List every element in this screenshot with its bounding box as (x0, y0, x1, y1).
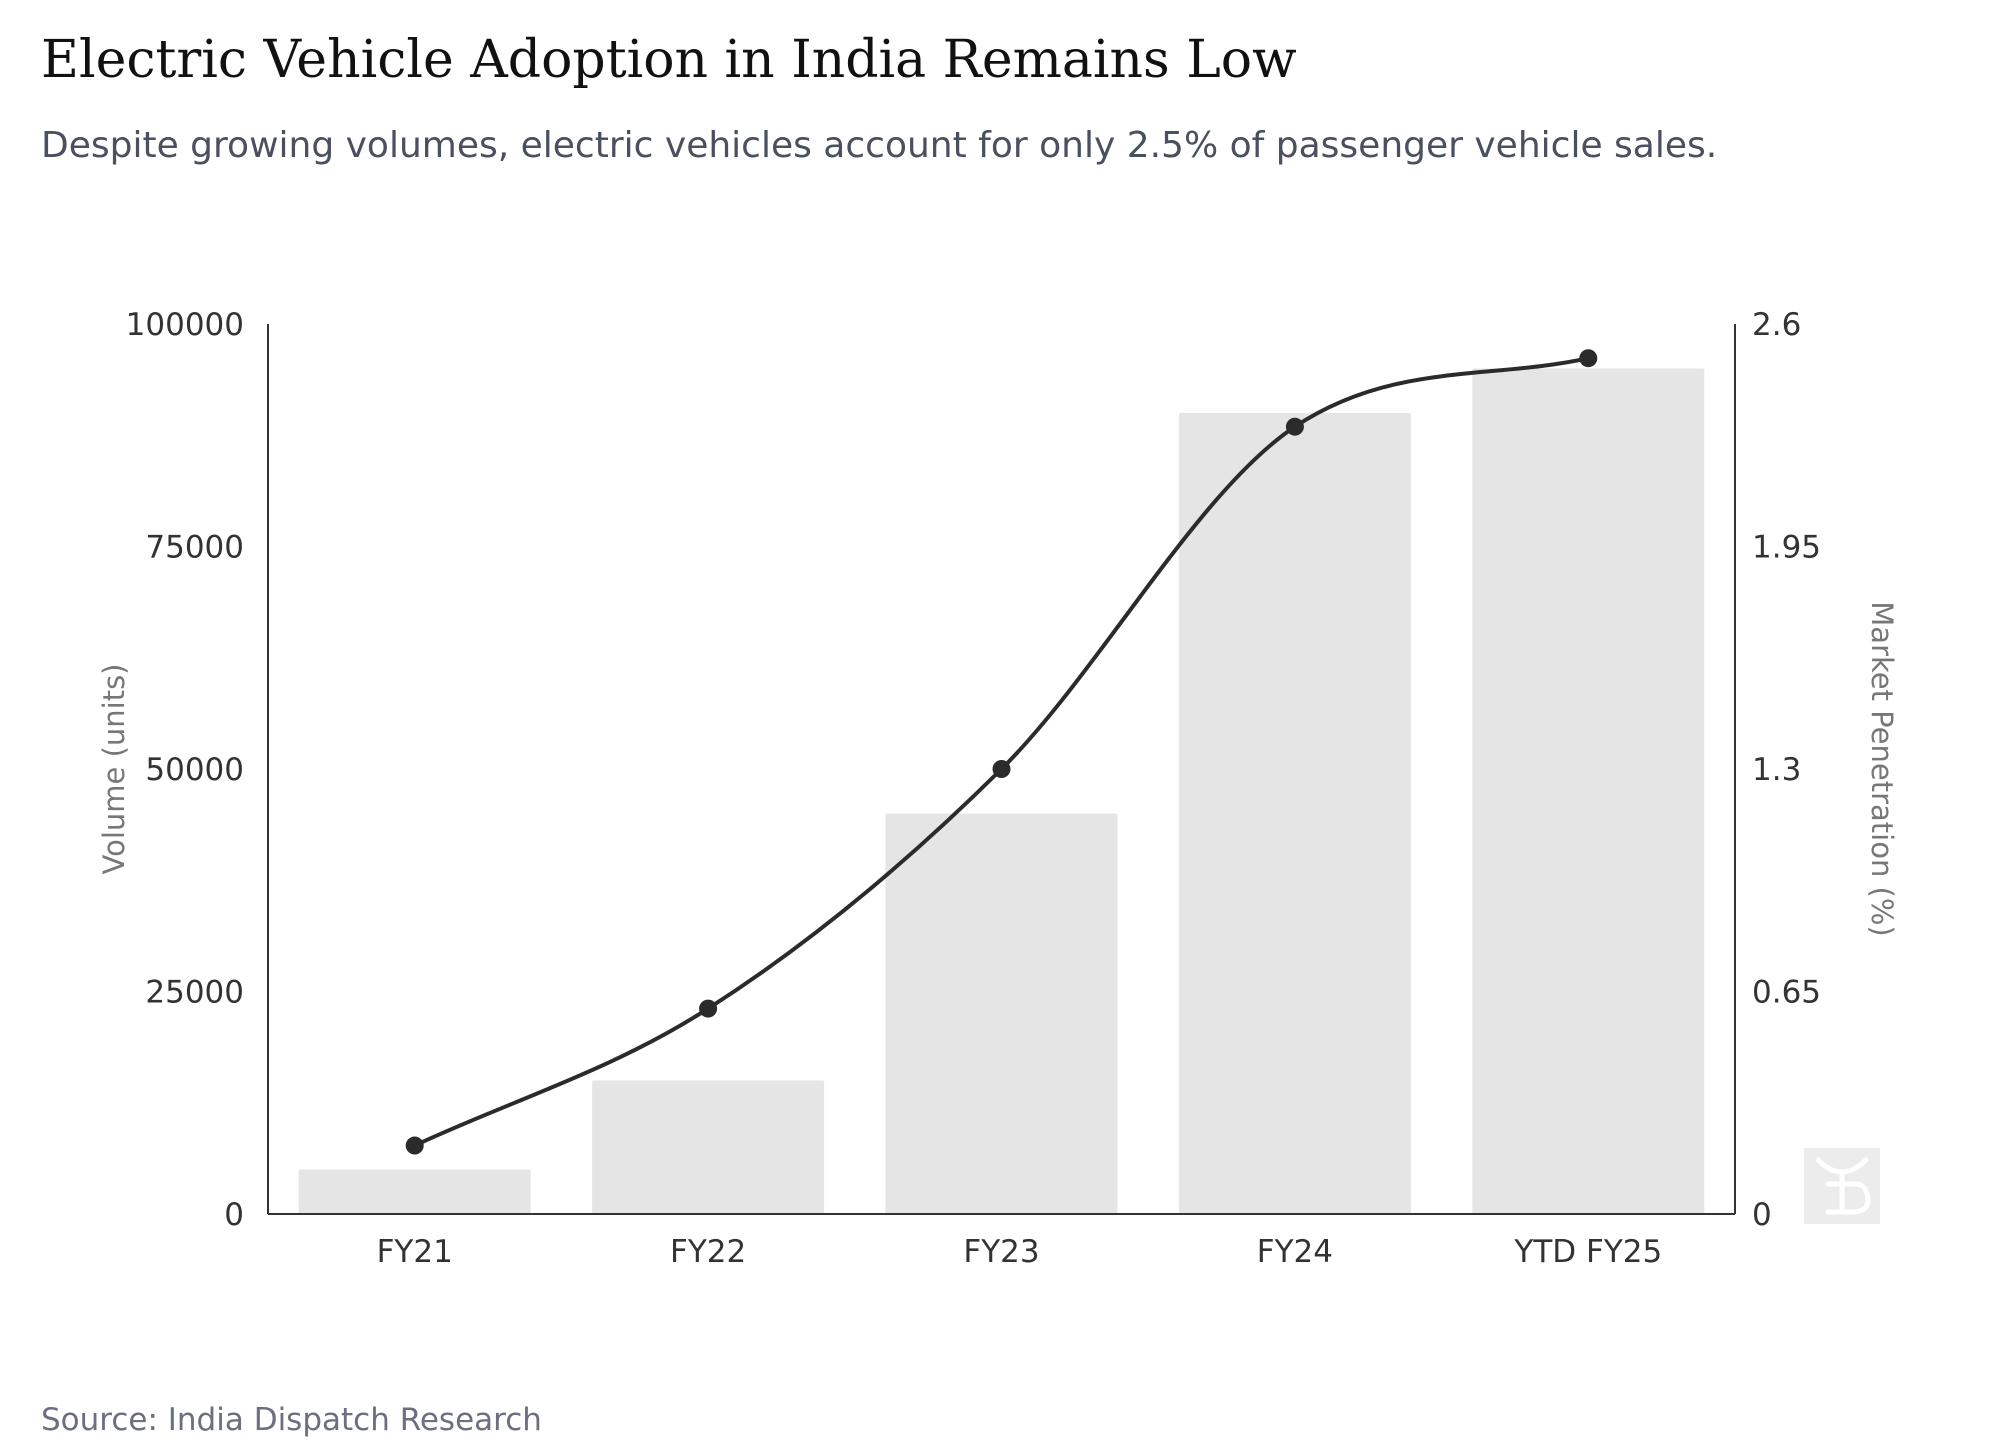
watermark-logo-mark (1815, 1157, 1871, 1215)
penetration-point-fy22 (699, 999, 718, 1018)
left-tick-label: 100000 (126, 307, 244, 343)
left-tick-label: 75000 (145, 530, 244, 566)
penetration-point-fy23 (992, 760, 1011, 778)
bar-fy22 (592, 1080, 825, 1214)
left-tick-label: 25000 (145, 975, 244, 1011)
bar-fy24 (1178, 413, 1411, 1214)
line-layer (405, 349, 1598, 1155)
penetration-point-fy21 (405, 1136, 424, 1155)
right-tick-label: 2.6 (1752, 307, 1801, 343)
bar-fy23 (885, 813, 1118, 1214)
right-tick-label: 1.95 (1752, 530, 1821, 566)
right-tick-label: 1.3 (1752, 752, 1801, 788)
x-tick-label: YTD FY25 (1513, 1234, 1662, 1270)
penetration-point-fy24 (1285, 417, 1304, 436)
chart-subtitle: Despite growing volumes, electric vehicl… (41, 125, 1718, 166)
chart-title: Electric Vehicle Adoption in India Remai… (41, 30, 1297, 90)
right-tick-label: 0 (1752, 1197, 1772, 1233)
watermark-logo-icon (1804, 1148, 1880, 1224)
source-note: Source: India Dispatch Research (41, 1402, 542, 1438)
bar-ytd-fy25 (1472, 368, 1705, 1214)
x-tick-label: FY21 (377, 1234, 453, 1270)
x-tick-label: FY23 (963, 1234, 1039, 1270)
x-tick-label: FY22 (670, 1234, 746, 1270)
axes-layer (267, 324, 1736, 1215)
right-tick-label: 0.65 (1752, 975, 1821, 1011)
x-tick-label: FY24 (1257, 1234, 1333, 1270)
penetration-point-ytd-fy25 (1579, 349, 1598, 368)
right-axis-title: Market Penetration (%) (1865, 601, 1899, 936)
bars-layer (298, 368, 1705, 1214)
left-tick-label: 0 (224, 1197, 244, 1233)
left-axis-title: Volume (units) (97, 663, 131, 874)
labels-layer: 0 25000 50000 75000 100000 0 0.65 1.3 1.95 2.6 FY2… (97, 307, 1899, 1270)
left-tick-label: 50000 (145, 752, 244, 788)
bar-fy21 (298, 1169, 531, 1214)
